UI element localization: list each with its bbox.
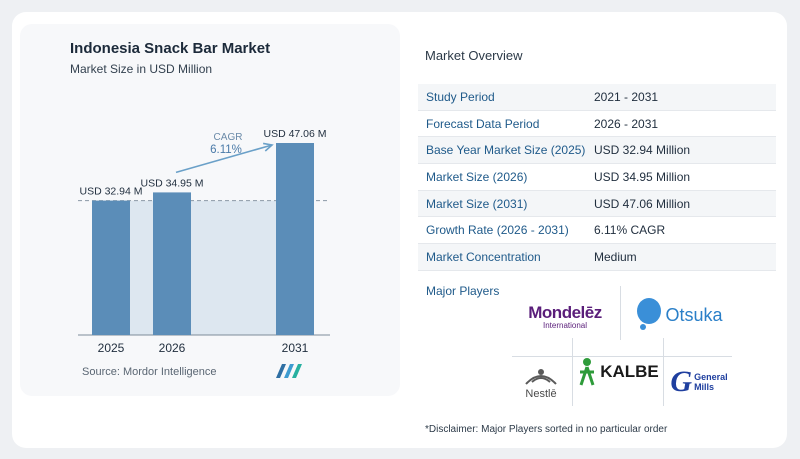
bar-chart: USD 32.94 M 2025 USD 34.95 M 2026 USD 47.06 …: [78, 128, 330, 355]
overview-row: Forecast Data Period 2026 - 2031: [418, 111, 776, 138]
kalbe-name: KALBE: [600, 362, 659, 381]
x-tick-label: 2026: [159, 341, 186, 355]
general-mills-g-icon: G: [670, 365, 693, 398]
overview-value: USD 32.94 Million: [594, 143, 691, 158]
bar-2031: [276, 143, 314, 335]
overview-value: 2021 - 2031: [594, 89, 659, 104]
disclaimer: *Disclaimer: Major Players sorted in no …: [425, 424, 668, 435]
overview-row: Market Concentration Medium: [418, 244, 776, 271]
overview-title: Market Overview: [425, 48, 523, 63]
overview-value: USD 34.95 Million: [594, 169, 691, 184]
nestle-logo: Nestlē: [512, 358, 570, 406]
mondelez-logo: Mondelēz International: [512, 296, 618, 336]
overview-label: Base Year Market Size (2025): [426, 143, 586, 158]
general-mills-name-2: Mills: [694, 382, 715, 392]
otsuka-mark-icon: [637, 298, 662, 330]
major-players-logos: Mondelēz International Otsuka Nestlē KAL…: [512, 286, 732, 406]
chart-source: Source: Mordor Intelligence: [82, 366, 217, 378]
overview-value: Medium: [594, 249, 637, 264]
nestle-name: Nestlē: [525, 388, 557, 400]
mondelez-name: Mondelēz: [528, 302, 602, 322]
cagr-arrowhead: [262, 142, 274, 152]
kalbe-figure-icon: [579, 358, 595, 386]
overview-label: Growth Rate (2026 - 2031): [426, 223, 569, 238]
logo-divider: [512, 356, 732, 357]
overview-label: Study Period: [426, 89, 495, 104]
general-mills-name-1: General: [694, 372, 728, 382]
overview-table: Study Period 2021 - 2031 Forecast Data Per…: [418, 84, 776, 271]
bar-value-label: USD 47.06 M: [263, 128, 326, 140]
general-mills-logo: G General Mills: [666, 360, 732, 404]
major-players-label: Major Players: [426, 284, 500, 298]
overview-row: Market Size (2026) USD 34.95 Million: [418, 164, 776, 191]
bar-2026: [153, 192, 191, 335]
overview-row: Growth Rate (2026 - 2031) 6.11% CAGR: [418, 217, 776, 245]
overview-row: Base Year Market Size (2025) USD 32.94 Mi…: [418, 137, 776, 165]
overview-label: Market Concentration: [426, 249, 541, 264]
general-mills-wordmark: General Mills: [694, 372, 728, 392]
logo-divider: [620, 286, 621, 340]
kalbe-logo: KALBE: [572, 338, 664, 406]
overview-value: 6.11% CAGR: [594, 223, 666, 238]
overview-label: Market Size (2026): [426, 169, 528, 184]
bar-value-label: USD 34.95 M: [140, 177, 203, 189]
nestle-nest-icon: [525, 369, 557, 385]
overview-label: Market Size (2031): [426, 196, 528, 211]
overview-row: Market Size (2031) USD 47.06 Million: [418, 190, 776, 218]
otsuka-name: Otsuka: [665, 304, 723, 325]
mordor-logo-icon: [276, 364, 302, 378]
cagr-arrow: [175, 144, 273, 174]
bar-2025: [92, 200, 130, 335]
overview-value: USD 47.06 Million: [594, 196, 691, 211]
cagr-label: CAGR: [214, 132, 243, 143]
otsuka-logo: Otsuka: [624, 292, 732, 338]
overview-label: Forecast Data Period: [426, 116, 540, 131]
x-tick-label: 2031: [282, 341, 309, 355]
mondelez-sub: International: [542, 320, 588, 330]
chart-subtitle: Market Size in USD Million: [70, 62, 213, 76]
x-tick-label: 2025: [98, 341, 125, 355]
overview-value: 2026 - 2031: [594, 116, 659, 131]
bar-value-label: USD 32.94 M: [79, 186, 142, 198]
overview-row: Study Period 2021 - 2031: [418, 84, 776, 111]
chart-title: Indonesia Snack Bar Market: [70, 40, 271, 57]
cagr-value: 6.11%: [210, 144, 242, 156]
